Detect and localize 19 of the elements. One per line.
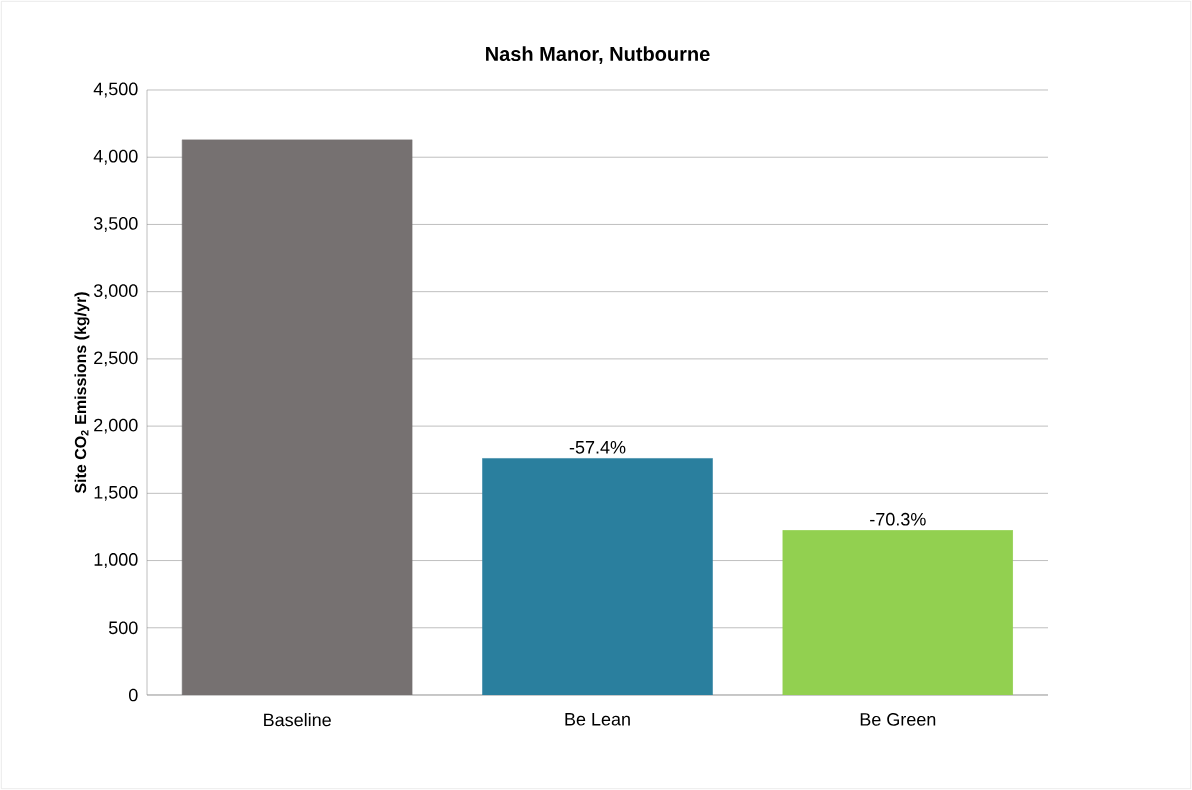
y-tick-label: 0 (128, 688, 138, 702)
y-tick-label: 4,000 (93, 149, 138, 165)
x-tick-label: Be Green (860, 713, 936, 726)
y-tick-label: 2,000 (94, 418, 138, 434)
bar (782, 530, 1014, 695)
y-tick-label: 1,500 (94, 485, 138, 501)
y-tick-label: 2,500 (94, 351, 138, 367)
x-tick-label: Baseline (264, 713, 331, 727)
y-tick-label: 3,000 (93, 284, 138, 300)
x-tick-label: Be Lean (565, 713, 630, 726)
annotation: -70.3% (870, 512, 926, 526)
chart-title: Nash Manor, Nutbourne (486, 46, 710, 64)
annotation: -57.4% (569, 441, 626, 454)
y-axis-title: Site CO$_{2}$ Emissions (kg/yr) (74, 292, 90, 494)
bar (482, 458, 713, 695)
y-tick-label: 4,500 (93, 82, 138, 98)
y-tick-label: 500 (108, 621, 138, 635)
y-tick-label: 1,000 (94, 553, 138, 568)
y-tick-label: 3,500 (93, 217, 138, 232)
